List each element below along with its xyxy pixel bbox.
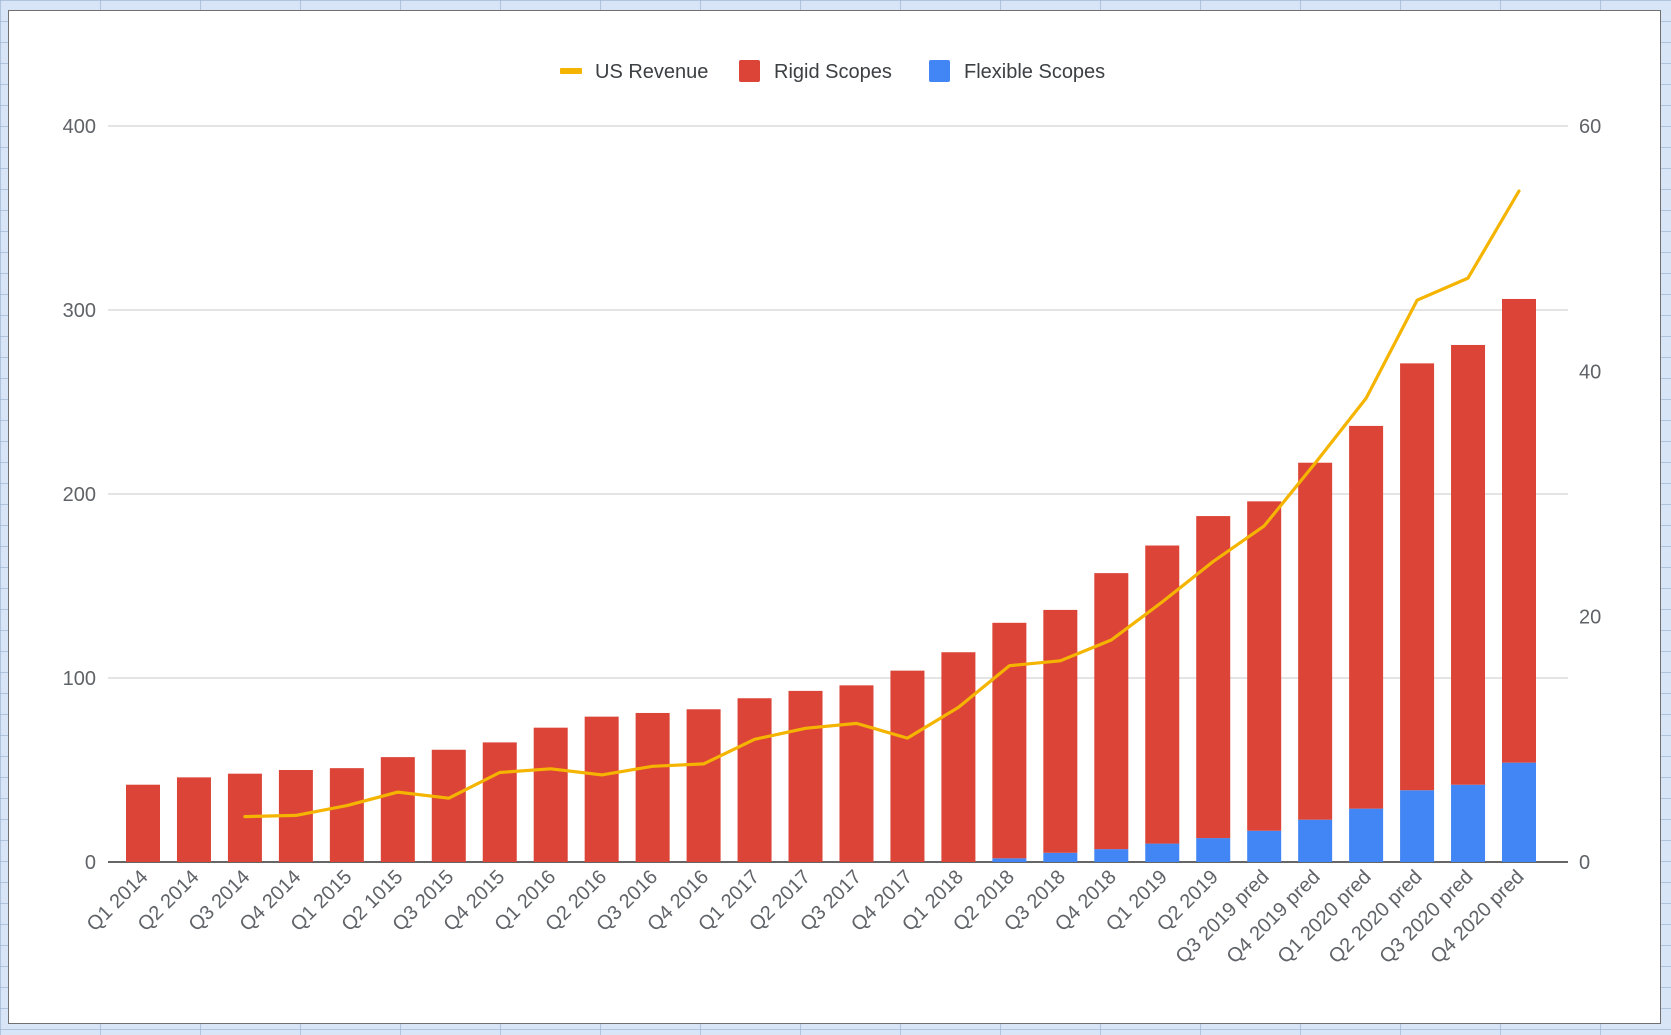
bar-rigid-scopes[interactable] bbox=[1451, 344, 1486, 785]
bar-rigid-scopes[interactable] bbox=[380, 757, 415, 862]
bar-rigid-scopes[interactable] bbox=[686, 709, 721, 862]
bar-rigid-scopes[interactable] bbox=[992, 622, 1027, 859]
bar-rigid-scopes[interactable] bbox=[839, 685, 874, 862]
bar-rigid-scopes[interactable] bbox=[126, 784, 160, 862]
bar-rigid-scopes[interactable] bbox=[584, 716, 619, 862]
legend-swatch-box bbox=[929, 60, 950, 82]
bar-rigid-scopes[interactable] bbox=[1196, 516, 1231, 839]
bar-rigid-scopes[interactable] bbox=[1247, 501, 1282, 831]
bar-flexible-scopes[interactable] bbox=[1247, 830, 1282, 862]
legend[interactable]: US Revenue Rigid Scopes Flexible Scopes bbox=[560, 60, 1105, 83]
legend-swatch-box bbox=[739, 60, 760, 82]
y-left-tick-label: 200 bbox=[63, 484, 96, 506]
bar-flexible-scopes[interactable] bbox=[1451, 784, 1486, 862]
y-right-tick-label: 0 bbox=[1579, 852, 1590, 874]
legend-label[interactable]: US Revenue bbox=[595, 61, 708, 83]
bar-rigid-scopes[interactable] bbox=[1094, 573, 1129, 850]
bar-rigid-scopes[interactable] bbox=[890, 670, 925, 862]
y-right-tick-label: 60 bbox=[1579, 116, 1601, 138]
bar-flexible-scopes[interactable] bbox=[1145, 843, 1180, 862]
bar-flexible-scopes[interactable] bbox=[1502, 762, 1536, 862]
bars bbox=[126, 298, 1536, 862]
legend-label[interactable]: Rigid Scopes bbox=[774, 61, 892, 83]
y-left-tick-label: 100 bbox=[63, 668, 96, 690]
bar-rigid-scopes[interactable] bbox=[329, 768, 364, 862]
bar-rigid-scopes[interactable] bbox=[941, 652, 976, 862]
bar-rigid-scopes[interactable] bbox=[1145, 545, 1180, 844]
y-left-tick-label: 0 bbox=[85, 852, 96, 874]
bar-rigid-scopes[interactable] bbox=[635, 712, 670, 862]
bar-rigid-scopes[interactable] bbox=[1043, 609, 1078, 853]
bar-rigid-scopes[interactable] bbox=[1298, 462, 1333, 820]
bar-flexible-scopes[interactable] bbox=[1094, 849, 1129, 862]
bar-flexible-scopes[interactable] bbox=[1349, 808, 1384, 862]
bar-rigid-scopes[interactable] bbox=[431, 749, 466, 862]
bar-flexible-scopes[interactable] bbox=[992, 858, 1027, 862]
revenue-line bbox=[243, 189, 1521, 819]
y-left-tick-label: 400 bbox=[63, 116, 96, 138]
y-left-tick-label: 300 bbox=[63, 300, 96, 322]
gridlines bbox=[108, 125, 1568, 863]
bar-flexible-scopes[interactable] bbox=[1196, 838, 1231, 862]
y-right-tick-label: 20 bbox=[1579, 607, 1601, 629]
bar-rigid-scopes[interactable] bbox=[1502, 298, 1536, 763]
bar-rigid-scopes[interactable] bbox=[176, 777, 211, 862]
bar-flexible-scopes[interactable] bbox=[1043, 852, 1078, 862]
legend-swatch-line bbox=[560, 68, 582, 74]
bar-rigid-scopes[interactable] bbox=[737, 698, 772, 862]
bar-flexible-scopes[interactable] bbox=[1298, 819, 1333, 862]
bar-rigid-scopes[interactable] bbox=[482, 742, 517, 862]
bar-rigid-scopes[interactable] bbox=[533, 727, 568, 862]
bar-rigid-scopes[interactable] bbox=[1400, 363, 1435, 791]
y-right-tick-label: 40 bbox=[1579, 361, 1601, 383]
bar-rigid-scopes[interactable] bbox=[788, 690, 823, 862]
line-us-revenue[interactable] bbox=[243, 189, 1521, 819]
bar-flexible-scopes[interactable] bbox=[1400, 790, 1435, 862]
legend-label[interactable]: Flexible Scopes bbox=[964, 61, 1105, 83]
bar-rigid-scopes[interactable] bbox=[1349, 425, 1384, 809]
